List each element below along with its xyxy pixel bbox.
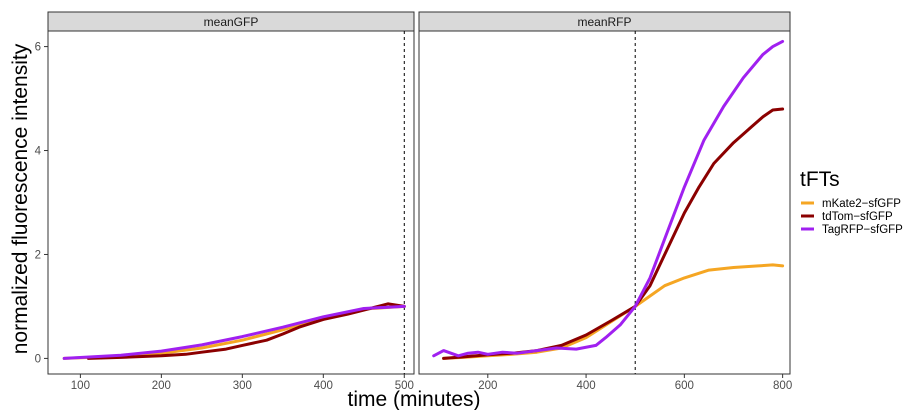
x-tick-label: 400 <box>314 380 333 392</box>
facet-strip-label: meanGFP <box>204 15 259 29</box>
panel-border <box>47 30 415 375</box>
series-line-tdtom-sfgfp <box>87 302 406 360</box>
y-tick-label: 0 <box>35 353 41 365</box>
facet-panels: meanGFP 100 200 300 400 500 0 2 4 6 meanRFP 200 400 6… <box>35 11 792 392</box>
series-line-tagrfp-sfgfp <box>432 39 785 358</box>
legend-label-tdtom-sfgfp: tdTom−sfGFP <box>822 211 893 223</box>
legend-label-mkate2-sfgfp: mKate2−sfGFP <box>822 198 901 210</box>
x-tick-label: 100 <box>71 380 90 392</box>
y-tick-label: 2 <box>35 249 41 261</box>
x-tick-label: 500 <box>395 380 414 392</box>
series-line-mkate2-sfgfp <box>442 263 785 360</box>
x-tick-label: 600 <box>675 380 694 392</box>
x-tick-label: 200 <box>478 380 497 392</box>
x-tick-label: 400 <box>576 380 595 392</box>
y-tick-label: 4 <box>35 146 42 158</box>
panel-border <box>418 30 791 375</box>
x-tick-label: 300 <box>233 380 252 392</box>
panel-meanrfp: meanRFP 200 400 600 800 <box>418 11 792 392</box>
legend-label-tagrfp-sfgfp: TagRFP−sfGFP <box>822 224 903 236</box>
x-tick-label: 200 <box>152 380 171 392</box>
y-tick-label: 6 <box>35 42 41 54</box>
facet-strip-label: meanRFP <box>577 15 631 29</box>
panel-meangfp: meanGFP 100 200 300 400 500 0 2 4 6 <box>35 11 415 392</box>
y-axis-title: normalized fluorescence intensity <box>9 43 32 354</box>
series-line-tdtom-sfgfp <box>442 107 785 360</box>
series-line-tagrfp-sfgfp <box>62 304 406 360</box>
legend-title: tFTs <box>800 168 840 191</box>
x-axis-title: time (minutes) <box>347 388 480 410</box>
x-tick-label: 800 <box>773 380 792 392</box>
